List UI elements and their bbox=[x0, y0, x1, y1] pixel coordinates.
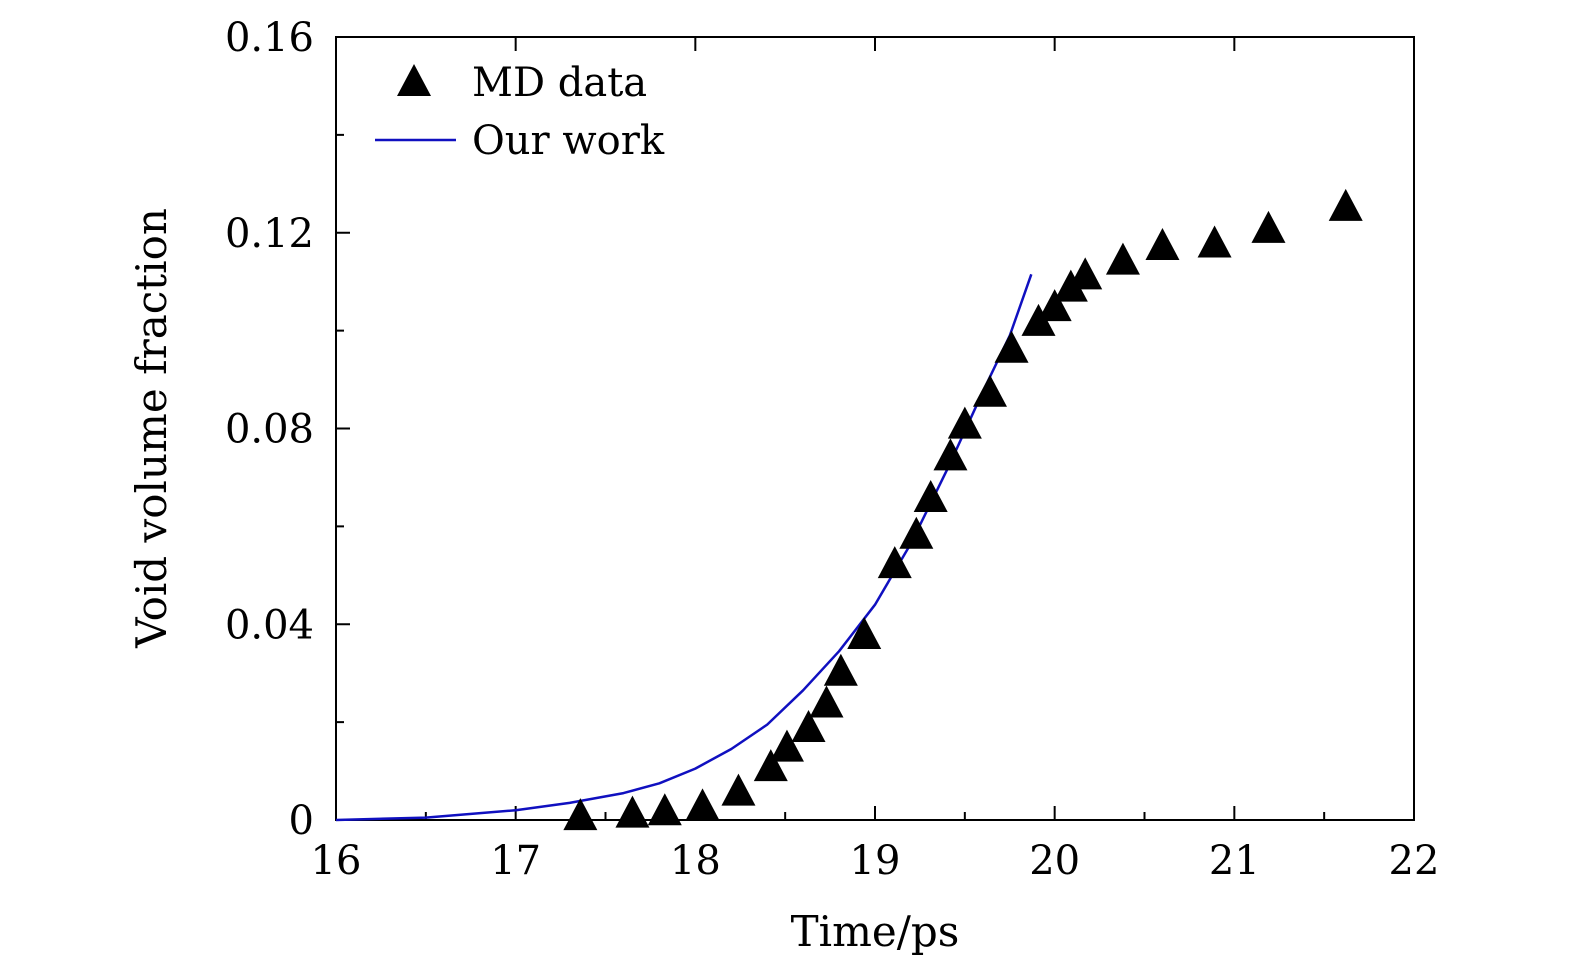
md-data-point bbox=[1145, 227, 1180, 260]
x-tick-label: 21 bbox=[1209, 838, 1260, 884]
md-data-point bbox=[1105, 242, 1140, 275]
legend: MD data Our work bbox=[375, 60, 665, 164]
md-data-point bbox=[933, 438, 968, 471]
md-data-point bbox=[563, 798, 598, 831]
y-tick-label: 0.16 bbox=[225, 15, 314, 61]
md-data-point bbox=[791, 710, 826, 743]
md-data-point bbox=[913, 480, 948, 513]
x-tick-label: 22 bbox=[1389, 838, 1440, 884]
md-data-point bbox=[647, 793, 682, 826]
legend-label-md-data: MD data bbox=[472, 60, 647, 106]
md-data-point bbox=[769, 729, 804, 762]
x-tick-label: 19 bbox=[850, 838, 901, 884]
md-data-point bbox=[877, 546, 912, 579]
md-data-point bbox=[753, 749, 788, 782]
legend-label-our-work: Our work bbox=[472, 118, 665, 164]
series-layer bbox=[335, 188, 1363, 831]
md-data-point bbox=[685, 788, 720, 821]
y-axis-title: Void volume fraction bbox=[127, 208, 176, 649]
y-tick-label: 0.08 bbox=[225, 407, 314, 453]
md-data-point bbox=[1037, 289, 1072, 322]
md-data-point bbox=[947, 406, 982, 439]
tick-labels: 16 17 18 19 20 21 22 0 0.04 0.08 0.12 0.16 bbox=[225, 15, 1440, 884]
y-tick-label: 0 bbox=[289, 798, 314, 844]
x-tick-label: 17 bbox=[490, 838, 541, 884]
md-data-point bbox=[994, 330, 1029, 363]
md-data-point bbox=[1197, 225, 1232, 258]
md-data-point bbox=[1251, 210, 1286, 243]
md-data-point bbox=[823, 653, 858, 686]
md-data-point bbox=[847, 617, 882, 650]
x-axis-title: Time/ps bbox=[791, 907, 960, 956]
md-data-point bbox=[972, 374, 1007, 407]
y-tick-label: 0.12 bbox=[225, 211, 314, 257]
series-line-our-work bbox=[335, 273, 1033, 822]
x-tick-label: 20 bbox=[1029, 838, 1080, 884]
md-data-point bbox=[1328, 188, 1363, 221]
y-tick-label: 0.04 bbox=[225, 602, 314, 648]
md-data-point bbox=[615, 795, 650, 828]
legend-marker-md-data bbox=[397, 64, 431, 96]
x-tick-label: 16 bbox=[311, 838, 362, 884]
x-tick-label: 18 bbox=[670, 838, 721, 884]
md-data-point bbox=[1068, 257, 1103, 290]
md-data-point bbox=[809, 685, 844, 718]
md-data-point bbox=[721, 773, 756, 806]
md-data-point bbox=[899, 516, 934, 549]
